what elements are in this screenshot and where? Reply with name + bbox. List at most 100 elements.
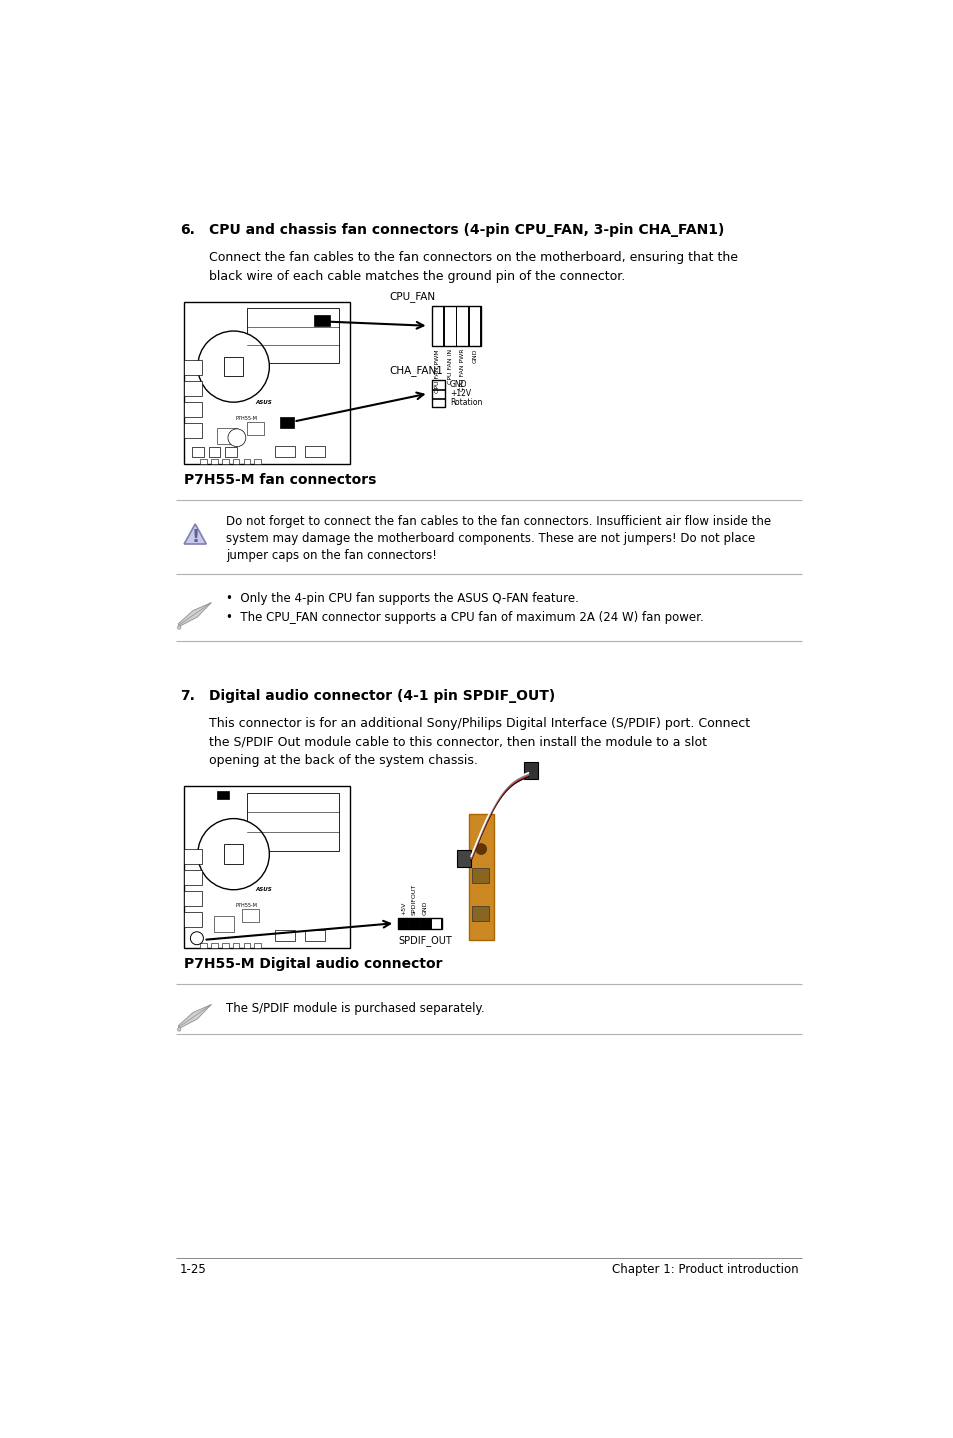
Text: 1-25: 1-25 [179,1263,206,1276]
Circle shape [191,932,203,945]
Bar [213,916,233,932]
Bar [183,850,202,864]
Text: CPU and chassis fan connectors (4-pin CPU_FAN, 3-pin CHA_FAN1): CPU and chassis fan connectors (4-pin CP… [209,223,723,237]
Circle shape [228,429,246,447]
Text: SPDIF_OUT: SPDIF_OUT [397,935,452,946]
Bar [183,892,202,906]
Text: ASUS: ASUS [254,887,272,892]
Bar [183,381,202,395]
Text: system may damage the motherboard components. These are not jumpers! Do not plac: system may damage the motherboard compon… [226,532,755,545]
Bar [233,943,239,948]
Bar [431,306,443,345]
Text: The S/PDIF module is purchased separately.: The S/PDIF module is purchased separatel… [226,1002,484,1015]
Bar [233,459,239,463]
Text: Digital audio connector (4-1 pin SPDIF_OUT): Digital audio connector (4-1 pin SPDIF_O… [209,689,555,703]
Bar [222,459,229,463]
Text: +12V: +12V [450,388,471,398]
Text: CPU FAN IN: CPU FAN IN [447,349,453,384]
Bar [456,850,471,867]
Text: 6.: 6. [179,223,194,237]
Bar [305,446,325,457]
Bar [419,917,430,929]
Bar [397,917,441,929]
Polygon shape [178,603,211,630]
Text: GND: GND [422,900,428,915]
Bar [274,446,294,457]
Text: Do not forget to connect the fan cables to the fan connectors. Insufficient air : Do not forget to connect the fan cables … [226,515,771,528]
Text: black wire of each cable matches the ground pin of the connector.: black wire of each cable matches the gro… [209,269,625,283]
Bar [468,306,480,345]
Text: •  The CPU_FAN connector supports a CPU fan of maximum 2A (24 W) fan power.: • The CPU_FAN connector supports a CPU f… [226,611,703,624]
Circle shape [197,818,269,890]
Bar [397,917,408,929]
Bar [409,917,418,929]
Bar [247,308,338,364]
Bar [209,447,220,457]
Bar [431,917,440,929]
Text: CPU_FAN: CPU_FAN [389,290,435,302]
Text: !: ! [191,528,199,546]
Bar [431,306,480,345]
Text: GND: GND [450,380,467,388]
Text: CHA_FAN1: CHA_FAN1 [389,365,442,375]
Text: jumper caps on the fan connectors!: jumper caps on the fan connectors! [226,549,436,562]
Bar [222,943,229,948]
Text: Rotation: Rotation [450,398,481,407]
Text: P7H55-M: P7H55-M [235,416,257,421]
Bar [456,306,468,345]
Bar [183,870,202,884]
Text: Chapter 1: Product introduction: Chapter 1: Product introduction [611,1263,798,1276]
Bar [200,943,207,948]
Text: This connector is for an additional Sony/Philips Digital Interface (S/PDIF) port: This connector is for an additional Sony… [209,718,749,731]
Text: ASUS: ASUS [254,400,272,404]
Text: 7.: 7. [179,689,194,703]
Bar [216,791,229,800]
Text: CPU FAN PWR: CPU FAN PWR [459,349,465,391]
Text: +5V: +5V [401,902,406,915]
Bar [211,943,217,948]
Bar [183,403,202,417]
Circle shape [476,844,486,854]
Bar [274,930,294,942]
Text: Connect the fan cables to the fan connectors on the motherboard, ensuring that t: Connect the fan cables to the fan connec… [209,252,738,265]
Bar [200,459,207,463]
Bar [305,930,325,942]
Text: GND: GND [472,349,476,364]
Bar [216,429,236,444]
Text: •  Only the 4-pin CPU fan supports the ASUS Q-FAN feature.: • Only the 4-pin CPU fan supports the AS… [226,592,578,605]
Bar [225,447,236,457]
Bar [242,909,258,922]
Bar [247,421,263,434]
Bar [431,390,445,398]
Circle shape [197,331,269,403]
Bar [472,869,488,883]
Circle shape [177,1028,181,1031]
Bar [211,459,217,463]
Bar [247,792,338,851]
Bar [468,814,493,940]
Bar [183,912,202,928]
Bar [443,306,456,345]
Bar [243,459,250,463]
Text: P7H55-M Digital audio connector: P7H55-M Digital audio connector [183,958,441,971]
Bar [183,302,350,463]
Text: P7H55-M: P7H55-M [235,903,257,909]
Bar [431,398,445,407]
Bar [224,357,243,377]
Bar [254,459,261,463]
Bar [431,380,445,407]
Bar [192,447,203,457]
Bar [183,360,202,375]
Bar [254,943,261,948]
Text: SPDIFOUT: SPDIFOUT [412,883,416,915]
Bar [472,906,488,920]
Bar [314,315,330,326]
Bar [183,423,202,437]
Text: P7H55-M fan connectors: P7H55-M fan connectors [183,473,375,487]
Bar [280,417,294,429]
Bar [243,943,250,948]
Polygon shape [178,1005,211,1031]
Bar [431,380,445,388]
Text: the S/PDIF Out module cable to this connector, then install the module to a slot: the S/PDIF Out module cable to this conn… [209,735,706,748]
Circle shape [177,626,181,630]
